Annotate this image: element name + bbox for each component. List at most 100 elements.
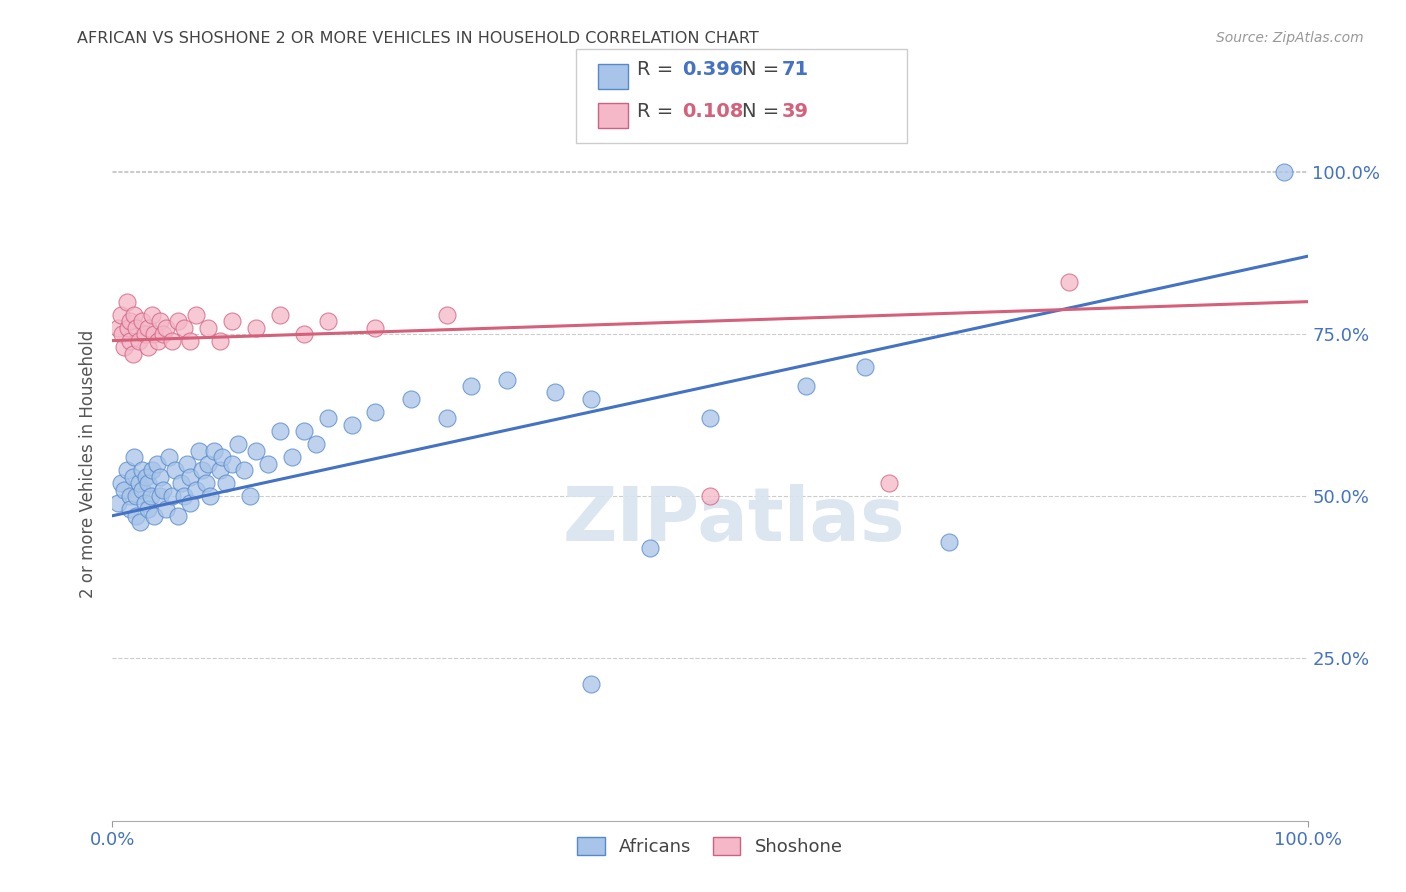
Point <box>134 496 156 510</box>
Point <box>114 483 135 497</box>
Point <box>169 476 191 491</box>
Point <box>107 496 129 510</box>
Point <box>226 437 249 451</box>
Point <box>436 411 458 425</box>
Point <box>114 340 135 354</box>
Point <box>640 541 662 556</box>
Point <box>197 457 219 471</box>
Text: R =: R = <box>637 102 679 121</box>
Point <box>117 320 139 334</box>
Point <box>120 334 142 348</box>
Point <box>292 327 315 342</box>
Point <box>125 489 148 503</box>
Point <box>149 314 172 328</box>
Point <box>131 463 153 477</box>
Point <box>855 359 877 374</box>
Point <box>131 314 153 328</box>
Point <box>340 417 363 432</box>
Point <box>152 327 174 342</box>
Point <box>186 308 208 322</box>
Point <box>111 327 134 342</box>
Point <box>135 470 157 484</box>
Point <box>221 314 243 328</box>
Point <box>209 334 232 348</box>
Text: 71: 71 <box>782 60 808 79</box>
Point <box>162 489 183 503</box>
Point <box>292 425 315 439</box>
Point <box>401 392 423 406</box>
Point <box>316 314 339 328</box>
Point <box>179 470 201 484</box>
Point <box>436 308 458 322</box>
Text: ZIPatlas: ZIPatlas <box>562 484 905 558</box>
Point <box>141 308 163 322</box>
Point <box>138 340 160 354</box>
Point <box>496 372 519 386</box>
Point <box>211 450 233 465</box>
Point <box>167 508 190 523</box>
Point <box>179 496 201 510</box>
Text: AFRICAN VS SHOSHONE 2 OR MORE VEHICLES IN HOUSEHOLD CORRELATION CHART: AFRICAN VS SHOSHONE 2 OR MORE VEHICLES I… <box>77 31 759 46</box>
Point <box>115 463 138 477</box>
Point <box>257 457 280 471</box>
Point <box>149 489 172 503</box>
Point <box>120 489 142 503</box>
Point <box>107 320 129 334</box>
Text: Source: ZipAtlas.com: Source: ZipAtlas.com <box>1216 31 1364 45</box>
Point <box>233 463 256 477</box>
Text: N =: N = <box>742 102 786 121</box>
Point <box>239 489 262 503</box>
Point <box>543 385 565 400</box>
Point <box>152 483 174 497</box>
Point <box>155 502 177 516</box>
Point <box>162 334 183 348</box>
Point <box>1272 165 1295 179</box>
Point <box>122 308 145 322</box>
Point <box>699 411 721 425</box>
Point <box>125 508 148 523</box>
Point <box>125 320 148 334</box>
Point <box>110 308 132 322</box>
Point <box>176 457 198 471</box>
Point <box>167 314 190 328</box>
Point <box>120 314 142 328</box>
Point <box>138 320 160 334</box>
Text: 0.108: 0.108 <box>682 102 744 121</box>
Point <box>245 320 267 334</box>
Point <box>209 463 232 477</box>
Point <box>139 489 162 503</box>
Point <box>191 463 214 477</box>
Point <box>179 334 201 348</box>
Point <box>194 476 217 491</box>
Point <box>364 320 387 334</box>
Point <box>138 502 160 516</box>
Point <box>120 502 142 516</box>
Point <box>699 489 721 503</box>
Point <box>157 450 180 465</box>
Point <box>128 334 150 348</box>
Point <box>143 327 166 342</box>
Text: R =: R = <box>637 60 679 79</box>
Point <box>215 476 238 491</box>
Point <box>115 294 138 309</box>
Point <box>187 443 209 458</box>
Text: 0.396: 0.396 <box>682 60 744 79</box>
Point <box>202 443 225 458</box>
Point <box>163 463 186 477</box>
Point <box>134 327 156 342</box>
Point <box>122 450 145 465</box>
Text: N =: N = <box>742 60 786 79</box>
Point <box>316 411 339 425</box>
Point <box>245 443 267 458</box>
Point <box>173 489 195 503</box>
Point <box>145 457 167 471</box>
Point <box>186 483 208 497</box>
Point <box>128 476 150 491</box>
Point <box>141 463 163 477</box>
Point <box>121 470 143 484</box>
Point <box>794 379 817 393</box>
Point <box>149 470 172 484</box>
Point <box>121 346 143 360</box>
Point <box>305 437 328 451</box>
Point <box>200 489 222 503</box>
